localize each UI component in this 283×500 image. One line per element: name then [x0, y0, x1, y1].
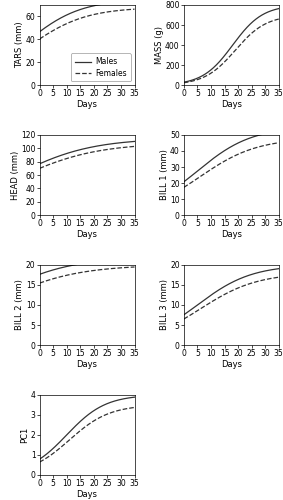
Legend: Males, Females: Males, Females — [71, 54, 131, 82]
X-axis label: Days: Days — [221, 100, 242, 109]
Y-axis label: BILL 1 (mm): BILL 1 (mm) — [160, 150, 169, 200]
X-axis label: Days: Days — [77, 490, 98, 498]
X-axis label: Days: Days — [77, 360, 98, 368]
X-axis label: Days: Days — [77, 230, 98, 238]
Y-axis label: BILL 2 (mm): BILL 2 (mm) — [16, 280, 24, 330]
X-axis label: Days: Days — [221, 230, 242, 238]
Y-axis label: MASS (g): MASS (g) — [155, 26, 164, 64]
Y-axis label: BILL 3 (mm): BILL 3 (mm) — [160, 280, 169, 330]
Y-axis label: PC1: PC1 — [20, 427, 29, 443]
Y-axis label: TARS (mm): TARS (mm) — [15, 22, 24, 68]
X-axis label: Days: Days — [77, 100, 98, 109]
Y-axis label: HEAD (mm): HEAD (mm) — [10, 150, 20, 200]
X-axis label: Days: Days — [221, 360, 242, 368]
